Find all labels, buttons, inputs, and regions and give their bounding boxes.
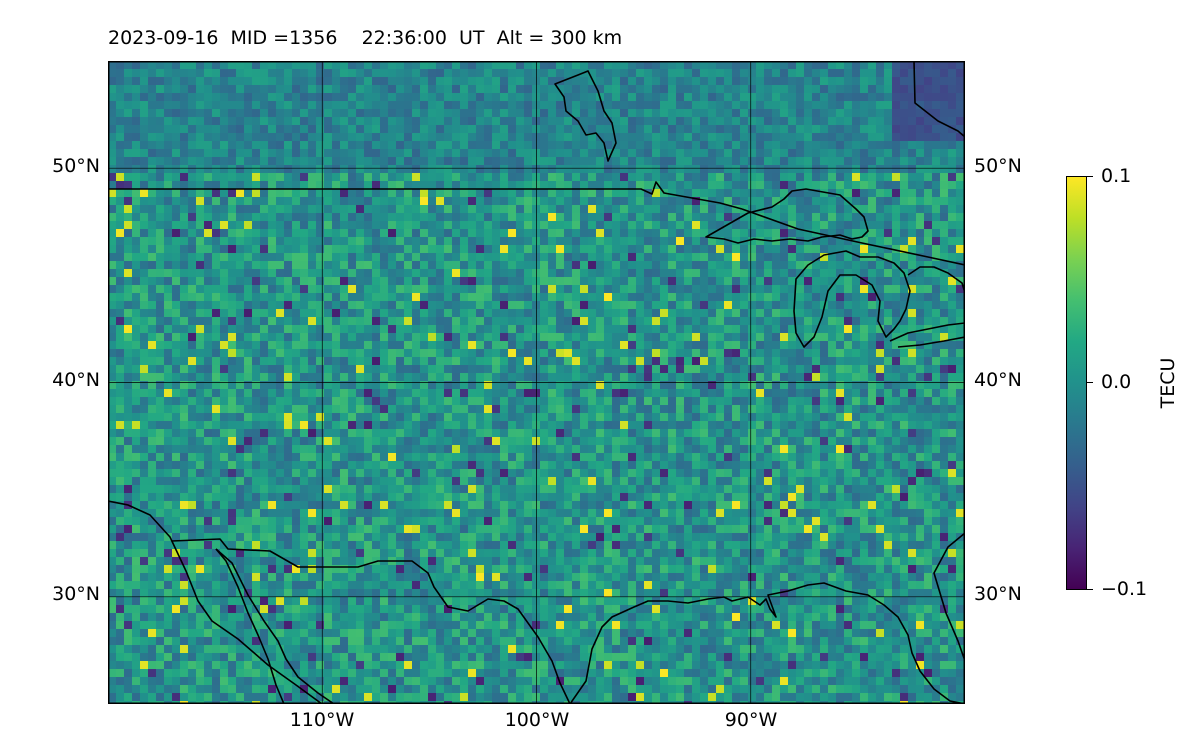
colorbar-gradient <box>1067 177 1086 589</box>
gulf-of-california <box>215 548 285 704</box>
baja <box>215 548 335 704</box>
lake-huron <box>907 266 965 294</box>
tec-heatmap <box>108 61 965 704</box>
map-title: 2023-09-16 MID =1356 22:36:00 UT Alt = 3… <box>108 27 623 49</box>
tec-map <box>108 61 965 704</box>
north-coast-a <box>554 70 617 162</box>
lat-label-right-50: 50°N <box>974 155 1022 177</box>
north-coast-b <box>913 61 965 138</box>
colorbar-label-zero: 0.0 <box>1101 371 1132 393</box>
lake-superior <box>705 188 869 244</box>
colorbar-tick-bottom <box>1087 589 1093 590</box>
us-canada-border <box>108 181 743 210</box>
coastlines <box>108 61 965 704</box>
colorbar <box>1066 176 1087 590</box>
colorbar-tick-mid <box>1087 382 1093 383</box>
florida <box>933 532 965 662</box>
lake-ontario <box>897 336 965 348</box>
lon-label-100w: 100°W <box>504 709 570 731</box>
east-border <box>741 208 965 266</box>
map-frame <box>108 61 965 704</box>
lat-label-left-50: 50°N <box>52 155 100 177</box>
gulf-coast <box>569 582 965 704</box>
lake-michigan <box>793 250 911 348</box>
colorbar-title: TECU <box>1157 357 1179 409</box>
lon-label-90w: 90°W <box>724 709 778 731</box>
lake-erie <box>889 322 965 342</box>
west-coast <box>108 500 323 704</box>
lat-label-right-40: 40°N <box>974 369 1022 391</box>
lat-label-left-40: 40°N <box>52 369 100 391</box>
lat-label-right-30: 30°N <box>974 583 1022 605</box>
map-gridlines <box>108 61 965 704</box>
colorbar-tick-top <box>1087 176 1093 177</box>
lat-label-left-30: 30°N <box>52 583 100 605</box>
colorbar-label-max: 0.1 <box>1101 165 1132 187</box>
us-mexico-border <box>171 538 571 704</box>
colorbar-label-min: −0.1 <box>1101 578 1148 600</box>
lon-label-110w: 110°W <box>289 709 355 731</box>
